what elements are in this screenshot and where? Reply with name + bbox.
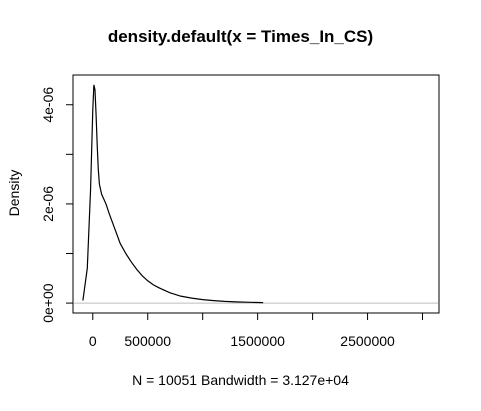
x-axis: 0 500000 1500000 2500000 <box>89 313 424 349</box>
y-tick-label: 2e-06 <box>40 186 56 222</box>
x-axis-label: N = 10051 Bandwidth = 3.127e+04 <box>132 372 349 388</box>
y-tick-label: 0e+00 <box>40 283 56 323</box>
density-curve <box>82 84 264 304</box>
y-axis-label: Density <box>6 169 22 217</box>
x-tick-label: 1500000 <box>230 333 285 349</box>
chart-title: density.default(x = Times_In_CS) <box>107 27 374 46</box>
y-axis: 0e+00 2e-06 4e-06 <box>40 87 73 323</box>
x-tick-label: 0 <box>89 333 97 349</box>
x-tick-label: 500000 <box>124 333 171 349</box>
plot-frame <box>72 74 440 314</box>
y-tick-label: 4e-06 <box>40 87 56 123</box>
x-tick-label: 2500000 <box>340 333 395 349</box>
